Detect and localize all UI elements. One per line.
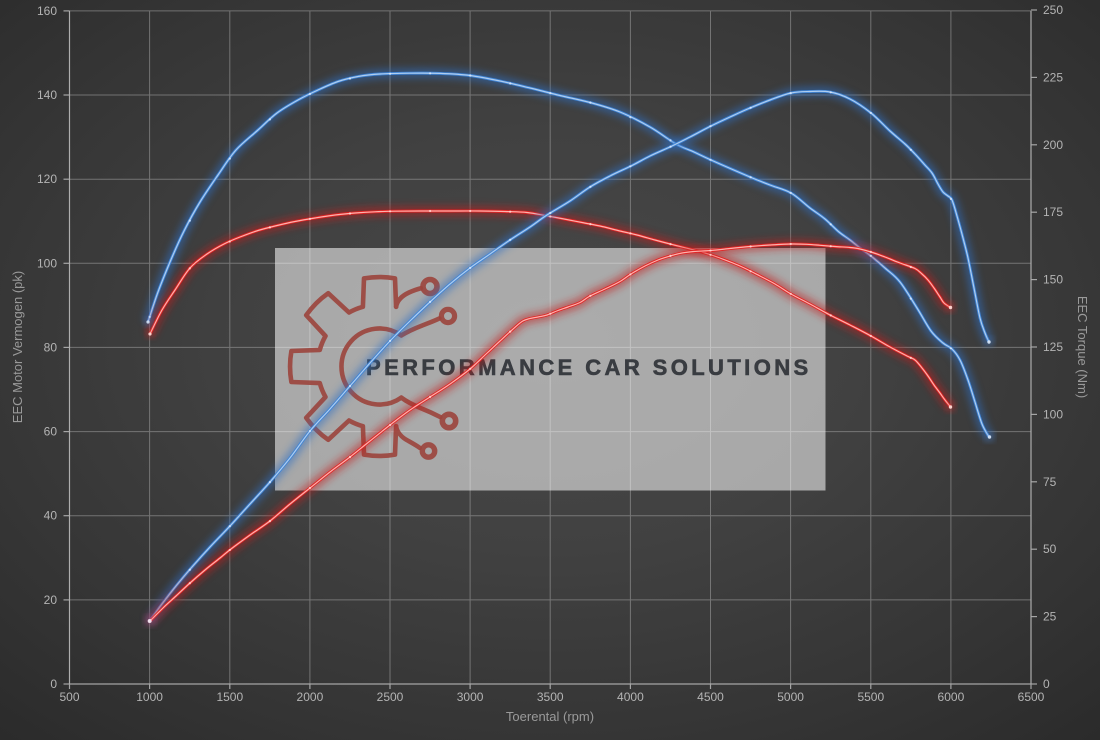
svg-text:150: 150 (1043, 273, 1063, 287)
svg-text:Toerental (rpm): Toerental (rpm) (506, 709, 594, 724)
svg-text:225: 225 (1043, 70, 1063, 84)
svg-text:250: 250 (1043, 3, 1063, 17)
svg-text:120: 120 (37, 172, 57, 186)
svg-text:160: 160 (37, 4, 57, 18)
svg-text:140: 140 (37, 88, 57, 102)
svg-text:200: 200 (1043, 138, 1063, 152)
svg-text:EEC Motor Vermogen (pk): EEC Motor Vermogen (pk) (10, 271, 25, 423)
svg-text:40: 40 (44, 509, 58, 523)
svg-text:50: 50 (1043, 542, 1057, 556)
svg-text:60: 60 (44, 425, 58, 439)
svg-text:500: 500 (59, 690, 79, 704)
svg-text:25: 25 (1043, 610, 1057, 624)
svg-text:3000: 3000 (457, 690, 484, 704)
svg-text:3500: 3500 (537, 690, 564, 704)
svg-text:20: 20 (44, 593, 58, 607)
svg-text:5000: 5000 (777, 690, 804, 704)
svg-text:6500: 6500 (1018, 690, 1045, 704)
svg-text:75: 75 (1043, 475, 1057, 489)
svg-text:2500: 2500 (377, 690, 404, 704)
svg-text:0: 0 (1043, 677, 1050, 691)
svg-text:1500: 1500 (216, 690, 243, 704)
svg-text:2000: 2000 (297, 690, 324, 704)
svg-text:1000: 1000 (136, 690, 163, 704)
svg-text:PERFORMANCE CAR SOLUTIONS: PERFORMANCE CAR SOLUTIONS (366, 355, 812, 380)
svg-text:5500: 5500 (857, 690, 884, 704)
svg-text:0: 0 (50, 677, 57, 691)
svg-text:EEC Torque (Nm): EEC Torque (Nm) (1075, 296, 1090, 398)
svg-text:175: 175 (1043, 205, 1063, 219)
svg-text:4000: 4000 (617, 690, 644, 704)
svg-text:6000: 6000 (938, 690, 965, 704)
svg-text:125: 125 (1043, 340, 1063, 354)
svg-text:100: 100 (1043, 407, 1063, 421)
svg-text:100: 100 (37, 256, 57, 270)
svg-text:80: 80 (44, 340, 58, 354)
svg-text:4500: 4500 (697, 690, 724, 704)
